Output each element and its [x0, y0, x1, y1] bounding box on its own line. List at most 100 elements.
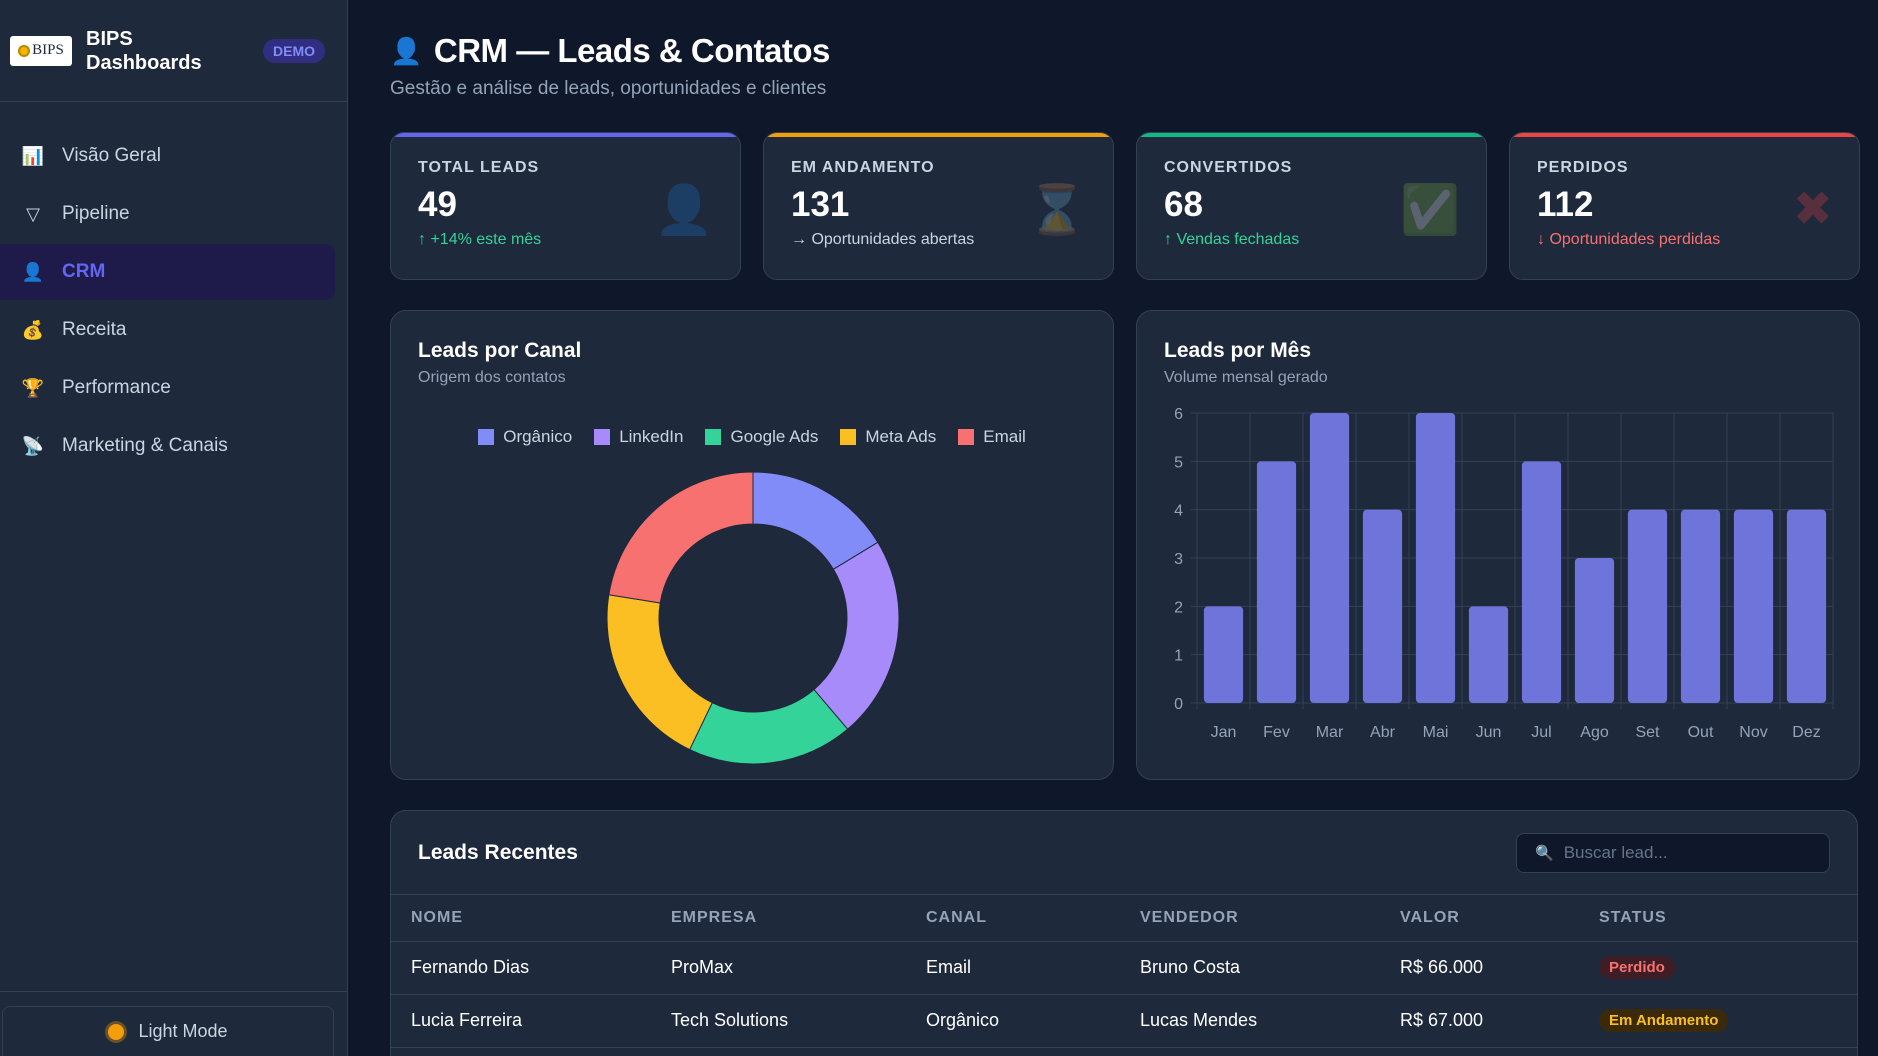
legend-label: LinkedIn — [619, 427, 684, 446]
legend-swatch — [705, 429, 722, 445]
stat-value: 68 — [1164, 185, 1203, 224]
cell-vendedor: Bruno Costa — [1120, 941, 1380, 995]
sidebar-item-visao-geral[interactable]: 📊 Visão Geral — [0, 128, 335, 184]
sidebar-nav: 📊 Visão Geral ▽ Pipeline 👤 CRM 💰 Receita… — [0, 102, 347, 474]
cell-canal: Email — [906, 941, 1120, 995]
accent-bar — [1137, 133, 1486, 137]
bar — [1574, 558, 1615, 703]
sidebar-item-label: Receita — [62, 319, 127, 340]
legend-swatch — [840, 429, 857, 445]
sidebar-item-label: Visão Geral — [62, 145, 161, 166]
sidebar-item-pipeline[interactable]: ▽ Pipeline — [0, 186, 335, 242]
search-placeholder: Buscar lead... — [1563, 842, 1668, 862]
bar-chart: 0 1 2 3 4 5 6 Jan Fev Mar Abr Mai Jun Jul Ago Set Out Nov… — [1174, 406, 1834, 741]
legend-label: Email — [983, 427, 1026, 446]
brand-name: BIPS Dashboards — [86, 27, 202, 74]
chart-title: Leads por Mês — [1164, 339, 1312, 362]
main-content: 👤 CRM — Leads & Contatos Gestão e anális… — [390, 0, 1860, 1056]
chart-subtitle: Volume mensal gerado — [1164, 369, 1328, 386]
chart-title: Leads por Canal — [418, 339, 582, 362]
legend-swatch — [958, 429, 975, 445]
page-title: 👤 CRM — Leads & Contatos — [390, 32, 1858, 70]
table-row[interactable]: Fernando Dias ProMax Email Bruno Costa R… — [391, 941, 1857, 995]
chart-subtitle: Origem dos contatos — [418, 369, 566, 386]
stat-label: CONVERTIDOS — [1164, 159, 1293, 176]
cell-nome: Lucia Ferreira — [391, 994, 651, 1048]
stat-note: ↑ Vendas fechadas — [1164, 231, 1300, 248]
legend-swatch — [594, 429, 611, 445]
x-tick-label: Out — [1688, 724, 1714, 741]
y-tick-label: 5 — [1174, 454, 1183, 471]
stat-note: ↓ Oportunidades perdidas — [1537, 231, 1721, 248]
legend-item[interactable]: Meta Ads — [840, 427, 936, 447]
column-header-nome[interactable]: NOME — [391, 895, 651, 942]
donut-slice — [813, 541, 900, 730]
bar — [1733, 509, 1774, 703]
legend-item[interactable]: LinkedIn — [594, 427, 683, 447]
cell-status: Perdido — [1579, 941, 1857, 995]
legend-item[interactable]: Orgânico — [478, 427, 572, 447]
stat-note: → Oportunidades abertas — [791, 231, 975, 248]
logo-mark-icon — [18, 44, 31, 57]
stat-label: TOTAL LEADS — [418, 159, 540, 176]
bar — [1521, 461, 1562, 703]
accent-bar — [764, 133, 1113, 137]
cell-vendedor: Lucas Mendes — [1120, 994, 1380, 1048]
column-header-canal[interactable]: CANAL — [906, 895, 1120, 942]
bar — [1256, 461, 1297, 703]
x-tick-label: Abr — [1370, 724, 1396, 741]
x-tick-label: Nov — [1739, 724, 1767, 741]
chart-legend: Orgânico LinkedIn Google Ads Meta Ads Email — [391, 427, 1113, 447]
column-header-vendedor[interactable]: VENDEDOR — [1120, 895, 1380, 942]
stat-card-em-andamento: EM ANDAMENTO 131 → Oportunidades abertas… — [763, 132, 1114, 280]
cell-empresa: ProMax — [651, 941, 906, 995]
donut-slice — [606, 594, 713, 751]
status-badge: Perdido — [1599, 956, 1675, 979]
column-header-empresa[interactable]: EMPRESA — [651, 895, 906, 942]
demo-badge: DEMO — [263, 38, 325, 63]
table-row[interactable]: Lucia Ferreira Tech Solutions Orgânico L… — [391, 994, 1857, 1048]
legend-swatch — [478, 429, 495, 445]
y-tick-label: 6 — [1174, 406, 1183, 423]
sidebar-item-marketing[interactable]: 📡 Marketing & Canais — [0, 418, 335, 474]
trophy-icon: 🏆 — [21, 377, 45, 398]
check-icon: ✅ — [1400, 184, 1460, 237]
sidebar-item-crm[interactable]: 👤 CRM — [0, 244, 335, 300]
divider — [0, 991, 348, 992]
cell-nome: Fernando Dias — [391, 941, 651, 995]
stat-value: 49 — [418, 185, 457, 224]
brand-logo-text: BIPS — [32, 42, 64, 58]
person-icon: 👤 — [21, 261, 45, 282]
legend-item[interactable]: Google Ads — [705, 427, 818, 447]
column-header-valor[interactable]: VALOR — [1380, 895, 1579, 942]
cell-valor: R$ 66.000 — [1380, 941, 1579, 995]
sidebar-item-receita[interactable]: 💰 Receita — [0, 302, 335, 358]
light-mode-toggle[interactable]: Light Mode — [2, 1006, 334, 1056]
y-tick-label: 1 — [1174, 648, 1183, 665]
stat-label: PERDIDOS — [1537, 159, 1629, 176]
brand: BIPS BIPS Dashboards DEMO — [0, 0, 347, 102]
hourglass-icon: ⌛ — [1027, 184, 1087, 237]
search-input[interactable]: 🔍 Buscar lead... — [1516, 832, 1830, 873]
legend-item[interactable]: Email — [958, 427, 1026, 447]
bar — [1786, 509, 1827, 703]
x-tick-label: Jun — [1476, 724, 1502, 741]
accent-bar — [1510, 133, 1859, 137]
y-tick-label: 3 — [1174, 551, 1183, 568]
bar — [1203, 606, 1244, 703]
x-tick-label: Mar — [1316, 724, 1344, 741]
legend-label: Meta Ads — [865, 427, 937, 446]
donut-chart — [606, 471, 900, 765]
bar — [1468, 606, 1509, 703]
table-header-row: NOME EMPRESA CANAL VENDEDOR VALOR STATUS — [391, 895, 1857, 942]
sidebar-item-label: Marketing & Canais — [62, 435, 228, 456]
person-icon: 👤 — [654, 184, 714, 237]
stat-card-perdidos: PERDIDOS 112 ↓ Oportunidades perdidas ✖ — [1509, 132, 1860, 280]
column-header-status[interactable]: STATUS — [1579, 895, 1857, 942]
stat-card-convertidos: CONVERTIDOS 68 ↑ Vendas fechadas ✅ — [1136, 132, 1487, 280]
brand-logo[interactable]: BIPS — [10, 35, 72, 66]
stat-label: EM ANDAMENTO — [791, 159, 935, 176]
sidebar-item-performance[interactable]: 🏆 Performance — [0, 360, 335, 416]
sidebar-item-label: CRM — [62, 261, 106, 282]
sidebar-item-label: Pipeline — [62, 203, 130, 224]
